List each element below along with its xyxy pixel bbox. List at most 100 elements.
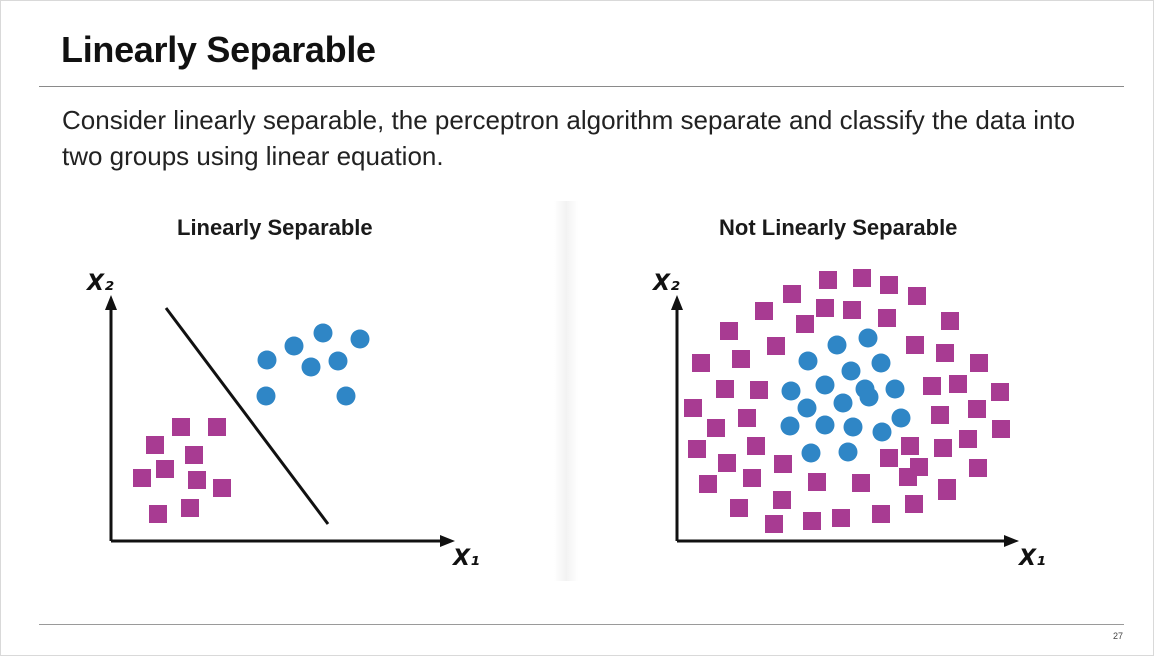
square-marker — [133, 469, 151, 487]
nonlinear-squares-group — [684, 269, 1010, 533]
linear-diagram-title: Linearly Separable — [177, 215, 373, 240]
panel-separator-shade — [554, 201, 578, 581]
circle-marker — [891, 408, 911, 428]
square-marker — [718, 454, 736, 472]
title-divider — [39, 86, 1124, 87]
square-marker — [931, 406, 949, 424]
square-marker — [720, 322, 738, 340]
circle-marker — [858, 328, 878, 348]
square-marker — [172, 418, 190, 436]
square-marker — [901, 437, 919, 455]
square-marker — [938, 482, 956, 500]
square-marker — [738, 409, 756, 427]
square-marker — [968, 400, 986, 418]
circle-marker — [815, 415, 835, 435]
square-marker — [707, 419, 725, 437]
circle-marker — [815, 375, 835, 395]
square-marker — [923, 377, 941, 395]
page-number: 27 — [1113, 631, 1124, 641]
circle-marker — [871, 353, 891, 373]
square-marker — [156, 460, 174, 478]
square-marker — [852, 474, 870, 492]
square-marker — [991, 383, 1009, 401]
square-marker — [880, 449, 898, 467]
square-marker — [747, 437, 765, 455]
x-axis-label: X₁ — [451, 546, 480, 571]
square-marker — [692, 354, 710, 372]
square-marker — [688, 440, 706, 458]
square-marker — [970, 354, 988, 372]
square-marker — [146, 436, 164, 454]
square-marker — [774, 455, 792, 473]
square-marker — [969, 459, 987, 477]
square-marker — [906, 336, 924, 354]
square-marker — [941, 312, 959, 330]
x-axis-label: X₁ — [1017, 546, 1046, 571]
y-axis-label: X₂ — [651, 271, 680, 296]
circle-marker — [336, 386, 356, 406]
square-marker — [853, 269, 871, 287]
square-marker — [765, 515, 783, 533]
circle-marker — [838, 442, 858, 462]
square-marker — [773, 491, 791, 509]
square-marker — [908, 287, 926, 305]
circle-marker — [833, 393, 853, 413]
square-marker — [716, 380, 734, 398]
linear-squares-group — [133, 418, 231, 523]
linear-diagram-axes: X₂ X₁ — [85, 271, 480, 571]
square-marker — [905, 495, 923, 513]
square-marker — [992, 420, 1010, 438]
y-axis-label: X₂ — [85, 271, 114, 296]
square-marker — [767, 337, 785, 355]
nonlinear-circles-group — [780, 328, 911, 463]
square-marker — [803, 512, 821, 530]
y-axis-arrowhead — [105, 295, 117, 310]
linear-circles-group — [256, 323, 370, 406]
circle-marker — [257, 350, 277, 370]
square-marker — [181, 499, 199, 517]
x-axis-arrowhead — [440, 535, 455, 547]
square-marker — [949, 375, 967, 393]
square-marker — [872, 505, 890, 523]
square-marker — [899, 468, 917, 486]
square-marker — [149, 505, 167, 523]
square-marker — [832, 509, 850, 527]
square-marker — [816, 299, 834, 317]
square-marker — [750, 381, 768, 399]
square-marker — [743, 469, 761, 487]
circle-marker — [872, 422, 892, 442]
square-marker — [213, 479, 231, 497]
square-marker — [959, 430, 977, 448]
square-marker — [934, 439, 952, 457]
y-axis-arrowhead — [671, 295, 683, 310]
circle-marker — [801, 443, 821, 463]
square-marker — [796, 315, 814, 333]
square-marker — [684, 399, 702, 417]
circle-marker — [781, 381, 801, 401]
slide-body-text: Consider linearly separable, the percept… — [62, 105, 1076, 171]
circle-marker — [256, 386, 276, 406]
circle-marker — [798, 351, 818, 371]
square-marker — [819, 271, 837, 289]
circle-marker — [859, 387, 879, 407]
square-marker — [878, 309, 896, 327]
circle-marker — [885, 379, 905, 399]
circle-marker — [328, 351, 348, 371]
square-marker — [699, 475, 717, 493]
square-marker — [843, 301, 861, 319]
circle-marker — [843, 417, 863, 437]
circle-marker — [301, 357, 321, 377]
square-marker — [208, 418, 226, 436]
linear-diagram: X₂ X₁ — [85, 271, 480, 571]
circle-marker — [797, 398, 817, 418]
x-axis-arrowhead — [1004, 535, 1019, 547]
circle-marker — [841, 361, 861, 381]
slide-title: Linearly Separable — [61, 29, 376, 70]
square-marker — [730, 499, 748, 517]
square-marker — [783, 285, 801, 303]
nonlinear-diagram: X₂ X₁ — [651, 269, 1046, 571]
square-marker — [185, 446, 203, 464]
circle-marker — [350, 329, 370, 349]
nonlinear-diagram-axes: X₂ X₁ — [651, 271, 1046, 571]
